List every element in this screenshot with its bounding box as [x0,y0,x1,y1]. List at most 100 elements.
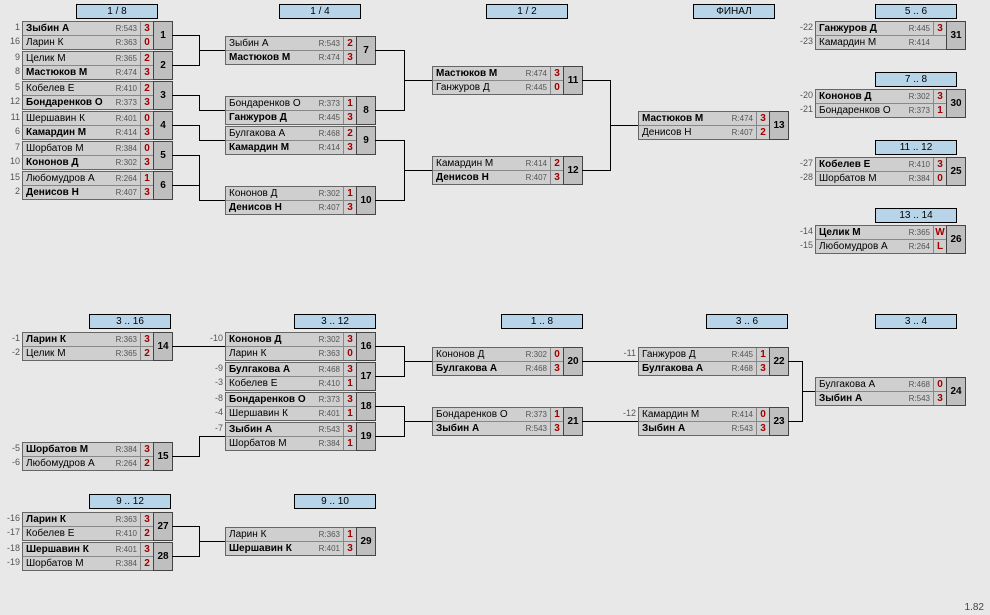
seed: -4 [205,406,223,419]
match-number: 9 [356,126,376,155]
player-row: Кобелев ЕR:4101 [226,376,356,390]
player-rating: R:414 [319,141,343,154]
match: -9-3Булгакова АR:4683Кобелев ЕR:410117 [225,362,357,391]
seed: -7 [205,422,223,435]
round-header: 1 / 4 [279,4,361,19]
player-rating: R:363 [319,347,343,360]
player-score: 3 [550,171,563,184]
player-row: Кононов ДR:3023 [23,155,153,169]
player-score: 0 [550,81,563,94]
player-score: 1 [343,407,356,420]
match: -10Кононов ДR:3023Ларин КR:363016 [225,332,357,361]
player-row: Денисов НR:4073 [23,185,153,199]
match: 512Кобелев ЕR:4102Бондаренков ОR:37333 [22,81,154,110]
player-row: Бондаренков ОR:3731 [226,97,356,110]
player-name: Шершавин К [23,112,85,125]
player-rating: R:410 [909,158,933,171]
player-rating: R:373 [319,393,343,406]
player-score: 3 [933,90,946,103]
player-row: Мастюков МR:4743 [433,67,563,80]
match: 116Зыбин АR:5433Ларин КR:36301 [22,21,154,50]
player-name: Шорбатов М [23,142,84,155]
player-rating: R:407 [319,201,343,214]
player-name: Любомудров А [23,172,95,185]
player-score: 1 [343,377,356,390]
match-box: Булгакова АR:4680Зыбин АR:5433 [815,377,947,406]
seed: 12 [2,95,20,108]
player-name: Шорбатов М [816,172,877,185]
player-score: 3 [343,141,356,154]
player-score: 0 [933,172,946,185]
player-name: Бондаренков О [816,104,891,117]
player-rating: R:410 [116,527,140,540]
player-row: Бондаренков ОR:3733 [226,393,356,406]
match: -1-2Ларин КR:3633Целик МR:365214 [22,332,154,361]
match-box: Любомудров А R:2641Денисов НR:4073 [22,171,154,200]
player-name: Камардин М [23,126,86,139]
match: 710Шорбатов МR:3840Кононов ДR:30235 [22,141,154,170]
player-row: Денисов НR:4073 [433,170,563,184]
player-name: Кононов Д [816,90,872,103]
player-name: Бондаренков О [226,393,306,406]
player-name: Булгакова А [639,362,703,375]
connector [172,125,199,126]
match: -22-23Ганжуров ДR:4453Камардин МR:41431 [815,21,947,50]
match-number: 13 [769,111,789,140]
player-rating: R:401 [319,407,343,420]
player-row: Ганжуров ДR:4450 [433,80,563,94]
player-score: 3 [343,201,356,214]
match-box: Шорбатов МR:3843Любомудров АR:2642 [22,442,154,471]
match-number: 19 [356,422,376,451]
player-name: Ганжуров Д [226,111,287,124]
connector [199,436,200,457]
player-score: 1 [140,172,153,185]
player-rating: R:373 [319,97,343,110]
player-rating: R:445 [526,81,550,94]
match-box: Зыбин АR:5433Шорбатов МR:3841 [225,422,357,451]
round-header: 3 .. 16 [89,314,171,329]
match-box: Камардин МR:4140Зыбин АR:5433 [638,407,770,436]
connector [375,50,404,51]
player-score: 1 [343,187,356,200]
player-rating: R:401 [116,112,140,125]
player-rating: R:363 [116,513,140,526]
seed: -21 [795,103,813,116]
player-row: Мастюков МR:4743 [639,112,769,125]
player-rating: R:543 [526,422,550,435]
player-rating: R:302 [116,156,140,169]
player-name: Кононов Д [226,333,282,346]
match-box: Мастюков МR:4743Ганжуров ДR:4450 [432,66,564,95]
player-score: 2 [140,52,153,65]
player-rating: R:264 [116,172,140,185]
match: Кононов ДR:3021Денисов НR:407310 [225,186,357,215]
player-score: 3 [343,542,356,555]
player-score: 3 [756,422,769,435]
player-row: Ларин КR:3631 [226,528,356,541]
player-row: Зыбин АR:5433 [226,423,356,436]
connector [610,125,638,126]
player-name: Шорбатов М [23,557,84,570]
player-row: Бондаренков ОR:3731 [816,103,946,117]
player-rating: R:302 [526,348,550,361]
match: Камардин МR:4142Денисов НR:407312 [432,156,564,185]
player-row: Мастюков МR:4743 [23,65,153,79]
connector [375,406,404,407]
player-score: 0 [343,347,356,360]
player-name: Шорбатов М [23,443,88,456]
player-score: 0 [756,408,769,421]
player-row: Любомудров АR:2642 [23,456,153,470]
round-header: 1 / 2 [486,4,568,19]
match-box: Кононов ДR:3023Бондаренков ОR:3731 [815,89,947,118]
player-name: Камардин М [226,141,289,154]
round-header: 3 .. 4 [875,314,957,329]
seed: -5 [2,442,20,455]
player-row: Шорбатов МR:3842 [23,556,153,570]
connector [788,361,802,362]
player-name: Ларин К [226,528,266,541]
player-rating: R:363 [319,528,343,541]
player-row: Шорбатов МR:3843 [23,443,153,456]
player-row: Ганжуров ДR:4453 [226,110,356,124]
player-row: Булгакова АR:4680 [816,378,946,391]
player-row: Ларин КR:3630 [226,346,356,360]
player-row: Шершавин КR:4010 [23,112,153,125]
